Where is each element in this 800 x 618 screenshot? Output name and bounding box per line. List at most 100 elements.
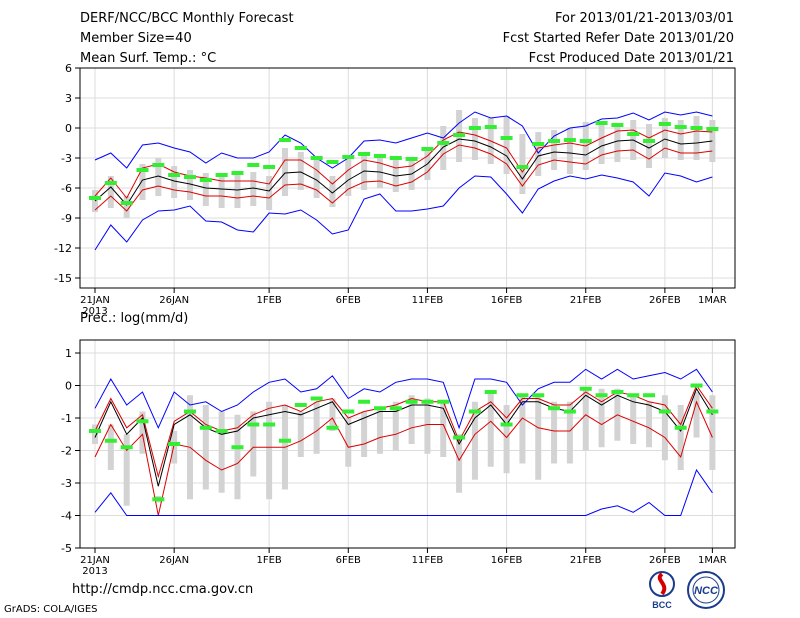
website-url[interactable]: http://cmdp.ncc.cma.gov.cn [72, 582, 254, 597]
prec-median-mark [500, 422, 513, 427]
temp-median-mark [500, 136, 513, 140]
temp-median-mark [453, 133, 466, 137]
temp-median-mark [342, 155, 355, 159]
temp-spread-box [234, 174, 241, 208]
prec-xtick-label: 1FEB [256, 555, 281, 566]
prec-spread-box [376, 408, 383, 454]
prec-median-mark [310, 396, 323, 401]
temp-median-mark [120, 201, 133, 205]
prec-xtick-label: 1MAR [698, 555, 727, 566]
temp-ytick-label: -9 [61, 212, 72, 225]
prec-median-mark [104, 438, 117, 443]
temp-spread-box [646, 124, 653, 168]
prec-median-mark [294, 403, 307, 407]
prec-median-mark [516, 393, 529, 398]
temp-median-mark [199, 178, 212, 182]
temp-median-mark [548, 139, 561, 143]
prec-median-mark [453, 435, 466, 440]
prec-spread-box [345, 418, 352, 467]
temp-spread-box [155, 158, 162, 196]
prec-median-mark [595, 393, 608, 398]
temp-panel: -15 -12 -9 -6 -3 0 3 6 21JAN 26JAN 1FEB 6FEB 11FEB 16… [54, 62, 736, 317]
prec-median-mark [247, 422, 260, 427]
prec-line-upper [94, 384, 713, 479]
ncc-logo-text: NCC [694, 585, 719, 597]
temp-median-mark [263, 165, 276, 169]
prec-median-mark [611, 390, 624, 394]
temp-median-mark [294, 146, 307, 150]
prec-spread-box [630, 395, 637, 444]
prec-median-mark [278, 438, 291, 443]
prec-median-mark [579, 386, 592, 391]
temp-median-mark [437, 141, 450, 145]
temp-median-mark [674, 125, 687, 129]
temp-median-mark [658, 122, 671, 126]
prec-median-mark [563, 409, 576, 414]
prec-median-mark [152, 497, 165, 502]
chart-title: DERF/NCC/BCC Monthly Forecast [80, 11, 294, 26]
prec-spread-box [535, 395, 542, 480]
temp-ytick-label: -12 [54, 242, 72, 255]
temp-median-mark [516, 165, 529, 169]
temp-median-mark [421, 147, 434, 151]
prec-spread-box [503, 405, 510, 474]
temp-median-mark [405, 157, 418, 161]
prec-median-mark [690, 383, 703, 388]
prec-spread-box [693, 392, 700, 438]
prec-median-mark [136, 419, 149, 424]
prec-spread-box [313, 401, 320, 454]
temp-median-mark [183, 175, 196, 179]
prec-xtick-label: 21JAN [80, 555, 110, 566]
member-size: Member Size=40 [80, 31, 192, 46]
temp-line-upper [94, 129, 713, 199]
temp-line-lower [94, 144, 713, 212]
temp-xtick-label: 21FEB [570, 295, 602, 306]
prec-spread-box [234, 414, 241, 500]
temp-median-mark [152, 163, 165, 167]
header-right: For 2013/01/21-2013/03/01 Fcst Started R… [503, 10, 734, 70]
temp-spread-box [139, 164, 146, 200]
temp-line-min [94, 172, 713, 251]
prec-spread-box [92, 424, 98, 444]
temp-spread-box [677, 120, 684, 160]
temp-spread-box [535, 132, 542, 176]
prec-spread-box [297, 411, 304, 457]
prec-xtick-label: 11FEB [412, 555, 444, 566]
prec-median-mark [627, 393, 640, 398]
prec-ytick-label: 0 [65, 380, 72, 393]
temp-ytick-label: 6 [65, 62, 72, 75]
temp-frame [79, 67, 736, 289]
temp-xtick-label: 16FEB [491, 295, 523, 306]
prec-spread-box [392, 401, 399, 451]
prec-spread-box [250, 411, 257, 477]
prec-xtick-label: 26FEB [649, 555, 681, 566]
temp-median-mark [595, 121, 608, 125]
temp-xtick-label: 21JAN [80, 295, 110, 306]
forecast-period: For 2013/01/21-2013/03/01 [555, 11, 734, 26]
forecast-started: Fcst Started Refer Date 2013/01/20 [502, 31, 734, 46]
temp-line-max [94, 111, 713, 169]
temp-spread-box [186, 170, 193, 200]
prec-spread-box [107, 424, 114, 470]
temp-spread-box [345, 156, 352, 196]
prec-xtick-label: 21FEB [570, 555, 602, 566]
temp-spread-box [107, 176, 114, 208]
prec-spread-box [171, 431, 178, 464]
temp-spread-box [281, 148, 288, 196]
temp-spread-box [313, 160, 320, 198]
prec-panel: -5 -4 -3 -2 -1 0 1 21JAN 26JAN 1FEB 6FEB 11FEB 16FEB… [61, 339, 736, 577]
prec-median-mark [437, 399, 450, 404]
prec-median-mark [548, 406, 561, 411]
temp-spread-box [329, 176, 336, 207]
prec-panel-title: Prec.: log(mm/d) [80, 311, 188, 326]
prec-median-mark [405, 399, 418, 404]
prec-spread-box [266, 401, 273, 500]
temp-median-mark [278, 138, 291, 142]
temp-spread-box [661, 118, 668, 158]
prec-median-mark [532, 393, 545, 398]
temp-xtick-label: 26FEB [649, 295, 681, 306]
prec-spread-box [519, 395, 526, 464]
prec-spread-box [218, 411, 225, 493]
prec-spread-box [408, 395, 415, 444]
prec-spread-box [471, 401, 478, 480]
